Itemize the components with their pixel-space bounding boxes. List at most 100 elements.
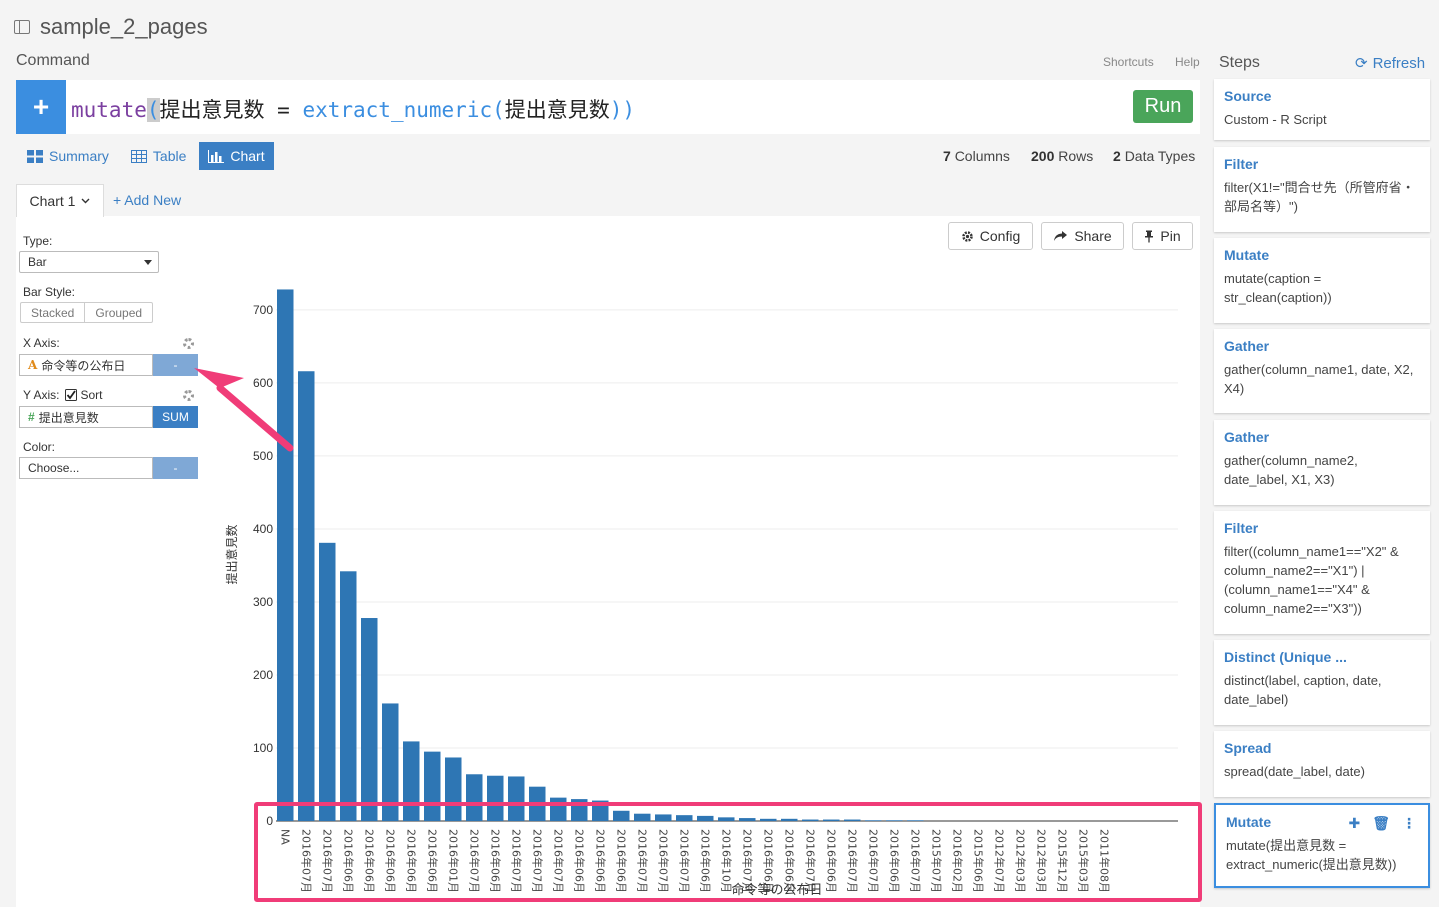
- share-button-label: Share: [1074, 228, 1112, 244]
- x-tick-label: 2016年07月: [656, 829, 670, 893]
- x-tick-label: 2012年03月: [1034, 829, 1048, 893]
- x-axis-column[interactable]: A 命令等の公布日: [19, 354, 153, 376]
- bar[interactable]: [844, 819, 861, 821]
- step-card-gather-1[interactable]: Gather gather(column_name1, date, X2, X4…: [1214, 329, 1430, 413]
- bar[interactable]: [382, 703, 399, 821]
- command-input[interactable]: mutate(提出意見数 = extract_numeric(提出意見数)): [71, 94, 635, 124]
- types-num: 2: [1113, 148, 1121, 164]
- bar[interactable]: [886, 820, 903, 821]
- bar[interactable]: [718, 817, 735, 821]
- bar[interactable]: [865, 820, 882, 821]
- config-button[interactable]: Config: [948, 222, 1033, 250]
- x-axis-option-button[interactable]: -: [153, 354, 198, 376]
- bar[interactable]: [823, 819, 840, 821]
- rows-count: 200 Rows: [1031, 148, 1093, 164]
- bar[interactable]: [802, 819, 819, 821]
- step-card-mutate-1[interactable]: Mutate mutate(caption = str_clean(captio…: [1214, 238, 1430, 323]
- bar[interactable]: [466, 774, 483, 821]
- more-vertical-icon[interactable]: ⋮: [1402, 815, 1416, 831]
- command-close-parens: )): [609, 98, 636, 122]
- bar[interactable]: [508, 776, 525, 821]
- y-tick-label: 700: [253, 303, 273, 317]
- color-column[interactable]: Choose...: [19, 457, 153, 479]
- x-tick-label: 2016年01月: [446, 829, 460, 893]
- bar[interactable]: [361, 618, 378, 821]
- x-tick-label: 2016年06月: [761, 829, 775, 893]
- y-axis-field[interactable]: # 提出意見数 SUM: [19, 406, 198, 428]
- tab-chart[interactable]: Chart: [199, 142, 274, 170]
- step-title: Mutate: [1226, 814, 1272, 830]
- x-tick-label: 2016年06月: [572, 829, 586, 893]
- command-open-paren: (: [146, 98, 160, 122]
- bar[interactable]: [487, 775, 504, 821]
- bar-style-stacked[interactable]: Stacked: [31, 305, 75, 320]
- y-axis-aggregate-button[interactable]: SUM: [153, 406, 198, 428]
- bar[interactable]: [760, 818, 777, 821]
- color-option-button[interactable]: -: [153, 457, 198, 479]
- bar[interactable]: [319, 542, 336, 821]
- x-tick-label: 2016年06月: [341, 829, 355, 893]
- bar[interactable]: [634, 813, 651, 821]
- refresh-button[interactable]: ⟳ Refresh: [1355, 54, 1425, 73]
- step-title: Gather: [1224, 338, 1270, 354]
- bar[interactable]: [298, 371, 315, 821]
- bar-style-grouped[interactable]: Grouped: [84, 303, 152, 322]
- chart-tab-label: Chart 1: [29, 193, 76, 209]
- bar[interactable]: [907, 820, 924, 821]
- step-card-filter-2[interactable]: Filter filter((column_name1=="X2" & colu…: [1214, 511, 1430, 634]
- project-title: sample_2_pages: [14, 12, 208, 42]
- command-bar: + mutate(提出意見数 = extract_numeric(提出意見数))…: [16, 80, 1200, 134]
- bar-style-label: Bar Style:: [23, 285, 76, 299]
- x-tick-label: 2016年07月: [740, 829, 754, 893]
- y-axis-gear-icon[interactable]: [183, 390, 194, 401]
- step-card-distinct[interactable]: Distinct (Unique ... distinct(label, cap…: [1214, 640, 1430, 725]
- x-tick-label: 2012年07月: [992, 829, 1006, 893]
- bar[interactable]: [781, 818, 798, 821]
- help-link[interactable]: Help: [1175, 55, 1200, 69]
- bar[interactable]: [676, 815, 693, 821]
- data-types-count: 2 Data Types: [1113, 148, 1195, 164]
- y-tick-label: 300: [253, 595, 273, 609]
- tab-table[interactable]: Table: [122, 142, 195, 170]
- add-new-chart-button[interactable]: + Add New: [113, 192, 182, 208]
- trash-icon[interactable]: 🗑: [1372, 815, 1390, 831]
- chart-tab-current[interactable]: Chart 1: [16, 184, 104, 217]
- step-body: filter((column_name1=="X2" & column_name…: [1224, 544, 1399, 616]
- bar[interactable]: [739, 818, 756, 821]
- chart-type-select[interactable]: Bar: [19, 251, 159, 273]
- bar[interactable]: [403, 741, 420, 821]
- pin-button[interactable]: Pin: [1132, 222, 1193, 250]
- add-icon[interactable]: ✚: [1348, 815, 1361, 831]
- sidebar-toggle-icon[interactable]: [14, 20, 30, 34]
- step-card-source[interactable]: Source Custom - R Script: [1214, 79, 1430, 140]
- step-card-mutate-active[interactable]: Mutate ✚ 🗑 ⋮ mutate(提出意見数 = extract_nume…: [1214, 803, 1430, 888]
- rows-num: 200: [1031, 148, 1055, 164]
- x-axis-field[interactable]: A 命令等の公布日 -: [19, 354, 198, 376]
- color-field[interactable]: Choose... -: [19, 457, 198, 479]
- x-tick-label: NA: [278, 829, 291, 845]
- y-axis-column[interactable]: # 提出意見数: [19, 406, 153, 428]
- x-axis-gear-icon[interactable]: [183, 338, 194, 349]
- shortcuts-link[interactable]: Shortcuts: [1103, 55, 1154, 69]
- view-tabs: Summary Table Chart: [18, 142, 274, 170]
- run-button[interactable]: Run: [1133, 90, 1193, 123]
- bar[interactable]: [613, 810, 630, 821]
- checkbox-checked-icon[interactable]: [65, 389, 78, 401]
- tab-chart-label: Chart: [230, 148, 265, 164]
- bar[interactable]: [277, 289, 294, 821]
- bar[interactable]: [697, 815, 714, 821]
- sort-checkbox[interactable]: Sort: [65, 388, 102, 402]
- bar[interactable]: [340, 571, 357, 821]
- x-tick-label: 2012年03月: [1013, 829, 1027, 893]
- step-card-gather-2[interactable]: Gather gather(column_name2, date_label, …: [1214, 420, 1430, 505]
- step-card-spread[interactable]: Spread spread(date_label, date): [1214, 731, 1430, 797]
- step-card-filter-1[interactable]: Filter filter(X1!="問合せ先（所管府省・部局名等）"): [1214, 147, 1430, 232]
- bar[interactable]: [655, 814, 672, 821]
- chart-type-value: Bar: [28, 255, 47, 269]
- x-tick-label: 2016年07月: [509, 829, 523, 893]
- tab-summary[interactable]: Summary: [18, 142, 118, 170]
- y-axis-title: 提出意見数: [224, 524, 239, 584]
- add-step-button[interactable]: +: [16, 80, 66, 134]
- x-tick-label: 2016年07月: [530, 829, 544, 893]
- share-button[interactable]: Share: [1041, 222, 1124, 250]
